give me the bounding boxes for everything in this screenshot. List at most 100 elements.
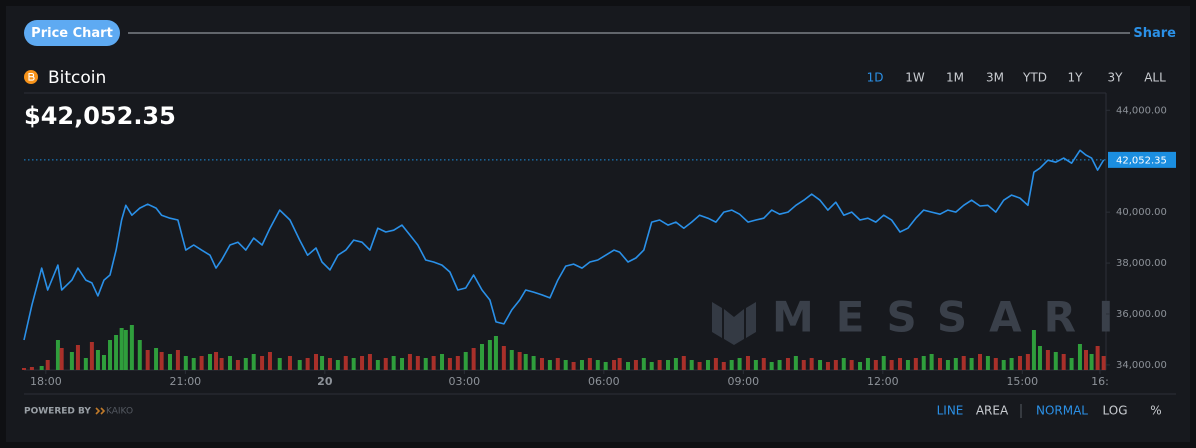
volume-bar — [1009, 358, 1014, 370]
last-price-badge — [1108, 151, 1176, 168]
volume-bar — [913, 358, 918, 370]
volume-bar — [207, 354, 212, 370]
volume-bar — [921, 356, 926, 370]
volume-bar — [665, 360, 670, 370]
volume-bar — [977, 354, 982, 370]
volume-bar — [1069, 358, 1074, 370]
volume-bar — [1001, 360, 1006, 370]
volume-bar — [641, 358, 646, 370]
volume-bar — [865, 358, 870, 370]
volume-bar — [1037, 346, 1042, 370]
x-tick-label: 15:00 — [1006, 375, 1038, 388]
chart-style-option[interactable]: AREA — [976, 404, 1009, 418]
last-price-label: 42,052.35 — [1116, 155, 1167, 166]
volume-bar — [509, 350, 514, 370]
x-tick-label: 09:00 — [727, 375, 759, 388]
volume-bar — [501, 346, 506, 370]
price-chart-button[interactable] — [24, 20, 120, 46]
timeframe-option[interactable]: ALL — [1144, 71, 1166, 85]
volume-bar — [753, 360, 758, 370]
y-tick-label: 40,000.00 — [1116, 207, 1167, 218]
watermark: MESSARI — [712, 293, 1136, 345]
x-tick-label: 03:00 — [448, 375, 480, 388]
button-label[interactable]: Price Chart — [31, 26, 113, 41]
volume-bar — [83, 358, 88, 370]
volume-bar — [235, 360, 240, 370]
provider-logo — [95, 407, 106, 415]
volume-bar — [849, 360, 854, 370]
timeframe-option[interactable]: 1Y — [1068, 71, 1084, 85]
volume-bar — [617, 358, 622, 370]
volume-bar — [493, 336, 498, 370]
volume-bar — [1031, 330, 1036, 370]
volume-bar — [905, 360, 910, 370]
asset-price: $42,052.35 — [24, 102, 176, 130]
x-tick-label: 21:00 — [169, 375, 201, 388]
volume-bar — [360, 356, 365, 370]
volume-bar — [563, 360, 568, 370]
volume-bar — [145, 350, 150, 370]
x-tick-label: 06:00 — [588, 375, 620, 388]
timeframe-option[interactable]: 3M — [986, 71, 1004, 85]
price-line — [23, 149, 1105, 341]
volume-bar — [705, 360, 710, 370]
volume-bar — [154, 348, 159, 370]
volume-bar — [539, 358, 544, 370]
volume-bar — [191, 358, 196, 370]
volume-bar — [383, 358, 388, 370]
scale-option[interactable]: % — [1150, 404, 1161, 418]
volume-bar — [769, 362, 774, 370]
volume-bar — [801, 360, 806, 370]
volume-bar — [579, 360, 584, 370]
volume-bar — [873, 360, 878, 370]
volume-bar — [367, 354, 372, 370]
powered-by: POWERED BY — [24, 407, 91, 417]
watermark-text: MESSARI — [772, 293, 1136, 342]
volume-bar — [243, 358, 248, 370]
volume-bar — [858, 362, 863, 370]
volume-bar — [833, 360, 838, 370]
volume-bar — [45, 360, 50, 370]
volume-bar — [531, 356, 536, 370]
volume-bar — [673, 358, 678, 370]
volume-bar — [777, 360, 782, 370]
volume-bar — [95, 350, 100, 370]
volume-bar — [1077, 344, 1082, 370]
scale-option[interactable]: LOG — [1102, 404, 1127, 418]
volume-bar — [881, 356, 886, 370]
watermark-logo — [712, 302, 756, 345]
x-tick-label: 16: — [1091, 375, 1109, 388]
volume-bar — [463, 352, 468, 370]
volume-bar — [471, 348, 476, 370]
volume-bar — [455, 356, 460, 370]
volume-bar — [219, 358, 224, 370]
timeframe-option[interactable]: 3Y — [1108, 71, 1124, 85]
volume-bar — [969, 358, 974, 370]
volume-bar — [320, 356, 325, 370]
timeframe-option[interactable]: YTD — [1022, 71, 1047, 85]
volume-bar — [407, 354, 412, 370]
volume-bar — [287, 356, 292, 370]
volume-bar — [1089, 354, 1094, 370]
volume-bar — [119, 328, 124, 370]
scale-option[interactable]: NORMAL — [1036, 404, 1088, 418]
volume-bar — [761, 358, 766, 370]
x-tick-label: 20 — [317, 375, 333, 388]
timeframe-option[interactable]: 1M — [946, 71, 964, 85]
share-link[interactable]: Share — [1133, 26, 1176, 41]
y-tick-label: 38,000.00 — [1116, 258, 1167, 269]
volume-bar — [305, 358, 310, 370]
timeframe-option[interactable]: 1W — [905, 71, 925, 85]
volume-bar — [159, 352, 164, 370]
volume-bar — [953, 358, 958, 370]
volume-bar — [129, 325, 134, 370]
volume-bar — [415, 356, 420, 370]
timeframe-option[interactable]: 1D — [867, 71, 884, 85]
volume-bar — [713, 358, 718, 370]
volume-bar — [391, 356, 396, 370]
volume-bar — [55, 340, 60, 370]
volume-bar — [267, 352, 272, 370]
chart-style-option[interactable]: LINE — [937, 404, 964, 418]
volume-bar — [199, 356, 204, 370]
volume-bar — [260, 356, 265, 370]
